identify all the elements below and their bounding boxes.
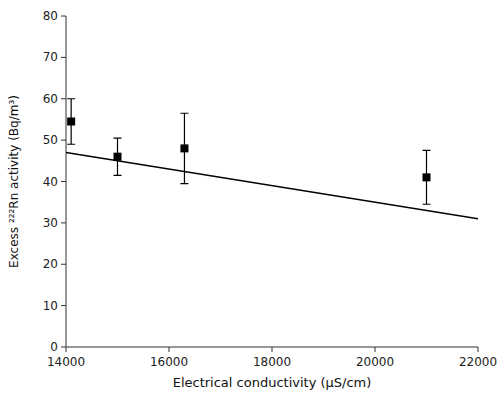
y-tick-label: 20 (43, 257, 58, 271)
x-tick-label: 16000 (150, 355, 188, 369)
x-tick (169, 347, 170, 352)
error-bar (67, 99, 75, 145)
chart: 14000 16000 18000 20000 22000 0 10 20 30 40 50 60 70… (0, 0, 500, 401)
y-tick-label: 50 (43, 133, 58, 147)
error-bar (114, 138, 122, 175)
x-tick-label: 14000 (47, 355, 85, 369)
error-bar (180, 113, 188, 183)
y-tick-label: 40 (43, 175, 58, 189)
point (114, 153, 122, 161)
y-axis-label: Excess ²²²Rn activity (Bq/m³) (7, 95, 21, 268)
x-tick-label: 22000 (459, 355, 497, 369)
x-tick (272, 347, 273, 352)
y-tick (61, 305, 66, 306)
point (423, 173, 431, 181)
plot-marks (66, 99, 478, 219)
y-tick (61, 140, 66, 141)
y-tick (61, 181, 66, 182)
y-tick (61, 347, 66, 348)
y-tick (61, 57, 66, 58)
y-tick (61, 98, 66, 99)
axes: 14000 16000 18000 20000 22000 0 10 20 30 40 50 60 70… (43, 9, 497, 369)
y-tick (61, 16, 66, 17)
x-tick (478, 347, 479, 352)
y-tick-label: 80 (43, 9, 58, 23)
y-tick-label: 70 (43, 50, 58, 64)
y-tick-label: 30 (43, 216, 58, 230)
regression-line (66, 153, 478, 219)
y-tick-label: 0 (50, 340, 58, 354)
y-tick-label: 60 (43, 92, 58, 106)
y-tick-label: 10 (43, 299, 58, 313)
y-tick (61, 222, 66, 223)
error-bar (423, 150, 431, 204)
point (67, 118, 75, 126)
x-tick (375, 347, 376, 352)
x-axis-label: Electrical conductivity (μS/cm) (173, 375, 372, 390)
x-tick-label: 18000 (253, 355, 291, 369)
x-tick (66, 347, 67, 352)
x-tick-label: 20000 (356, 355, 394, 369)
point (180, 144, 188, 152)
y-tick (61, 264, 66, 265)
